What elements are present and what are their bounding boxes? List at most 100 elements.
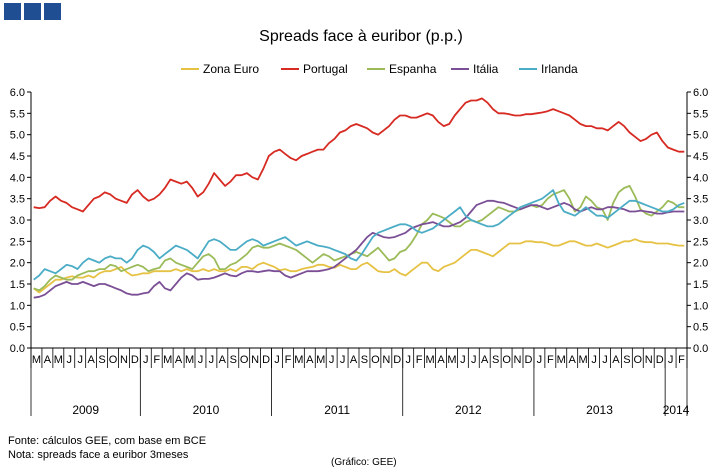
x-month-label: A [306, 354, 314, 366]
x-month-label: D [262, 354, 270, 366]
axes: 0.0 0.0 0.5 0.5 1.0 1.0 1.5 1.5 2.0 2.0 2.5 2.5 3.0 3… [10, 87, 709, 417]
legend-label-italia: Itália [473, 62, 499, 76]
x-month-label: M [32, 354, 41, 366]
series-line-zona-euro [33, 238, 685, 294]
x-month-label: M [294, 354, 303, 366]
legend-label-irlanda: Irlanda [541, 62, 578, 76]
x-month-label: A [437, 354, 445, 366]
x-month-label: N [645, 354, 653, 366]
y-tick-label-right: 1.5 [693, 279, 708, 291]
x-month-label: J [209, 354, 215, 366]
x-month-label: A [87, 354, 95, 366]
x-month-label: D [393, 354, 401, 366]
x-month-label: A [481, 354, 489, 366]
y-tick-label-left: 5.5 [10, 108, 25, 120]
x-month-label: A [350, 354, 358, 366]
y-tick-label-left: 1.0 [10, 300, 25, 312]
x-month-label: M [557, 354, 566, 366]
x-month-label: S [623, 354, 630, 366]
chart-credit: (Gráfico: GEE) [331, 457, 397, 468]
y-tick-label-left: 2.5 [10, 236, 25, 248]
x-month-label: J [143, 354, 149, 366]
y-tick-label-left: 3.5 [10, 194, 25, 206]
x-month-label: J [471, 354, 477, 366]
y-tick-label-right: 0.5 [693, 322, 708, 334]
x-month-label: J [67, 354, 73, 366]
x-month-label: O [371, 354, 380, 366]
x-month-label: N [120, 354, 128, 366]
source-note: Fonte: cálculos GEE, com base em BCE [8, 435, 207, 447]
x-year-label: 2012 [455, 403, 482, 417]
x-month-label: M [425, 354, 434, 366]
chart-title: Spreads face à euribor (p.p.) [259, 28, 463, 45]
x-month-label: S [230, 354, 237, 366]
x-year-label: 2014 [663, 403, 690, 417]
x-month-label: F [285, 354, 292, 366]
x-month-label: F [153, 354, 160, 366]
y-tick-label-left: 2.0 [10, 258, 25, 270]
x-month-label: A [612, 354, 620, 366]
x-month-label: A [175, 354, 183, 366]
y-tick-label-left: 4.0 [10, 172, 25, 184]
y-tick-label-left: 5.0 [10, 130, 25, 142]
x-month-label: J [340, 354, 346, 366]
x-year-label: 2010 [193, 403, 220, 417]
header-decor-square-1 [4, 3, 21, 20]
x-month-label: J [668, 354, 674, 366]
y-tick-label-right: 5.0 [693, 130, 708, 142]
x-month-label: J [460, 354, 466, 366]
x-month-label: J [198, 354, 204, 366]
series-line-portugal [33, 97, 685, 213]
x-month-label: O [634, 354, 643, 366]
y-tick-label-left: 0.5 [10, 322, 25, 334]
x-month-label: O [240, 354, 249, 366]
y-tick-label-left: 6.0 [10, 87, 25, 99]
x-month-label: O [109, 354, 118, 366]
x-month-label: M [163, 354, 172, 366]
x-month-label: A [44, 354, 52, 366]
x-month-label: F [678, 354, 685, 366]
x-month-label: M [447, 354, 456, 366]
x-month-label: M [579, 354, 588, 366]
x-month-label: S [492, 354, 499, 366]
x-month-label: A [219, 354, 227, 366]
y-tick-label-right: 2.0 [693, 258, 708, 270]
x-month-label: S [361, 354, 368, 366]
legend: Zona Euro Portugal Espanha Itália Irlanda [181, 62, 578, 76]
series-line-italia [33, 199, 685, 299]
y-tick-label-right: 0.0 [693, 343, 708, 355]
x-month-label: D [656, 354, 664, 366]
x-month-label: J [591, 354, 597, 366]
x-month-label: J [537, 354, 543, 366]
x-month-label: F [416, 354, 423, 366]
x-month-label: D [524, 354, 532, 366]
y-tick-label-right: 3.5 [693, 194, 708, 206]
x-month-label: N [382, 354, 390, 366]
y-tick-label-right: 3.0 [693, 215, 708, 227]
method-note: Nota: spreads face a euribor 3meses [8, 449, 189, 461]
y-tick-label-left: 4.5 [10, 151, 25, 163]
x-month-label: N [251, 354, 259, 366]
x-month-label: F [547, 354, 554, 366]
x-month-label: D [131, 354, 139, 366]
legend-label-zona-euro: Zona Euro [203, 62, 259, 76]
y-tick-label-right: 4.0 [693, 172, 708, 184]
y-tick-label-left: 0.0 [10, 343, 25, 355]
y-tick-label-right: 5.5 [693, 108, 708, 120]
x-month-label: J [274, 354, 280, 366]
series-line-espanha [33, 184, 685, 292]
y-tick-label-right: 1.0 [693, 300, 708, 312]
x-month-label: S [98, 354, 105, 366]
x-month-label: J [405, 354, 411, 366]
series-group [33, 97, 685, 299]
legend-label-espanha: Espanha [389, 62, 437, 76]
x-month-label: M [185, 354, 194, 366]
x-year-label: 2011 [324, 403, 350, 417]
x-month-label: M [54, 354, 63, 366]
header-decor-square-3 [44, 3, 61, 20]
y-tick-label-right: 2.5 [693, 236, 708, 248]
legend-label-portugal: Portugal [303, 62, 348, 76]
y-tick-label-left: 3.0 [10, 215, 25, 227]
x-month-label: J [602, 354, 608, 366]
